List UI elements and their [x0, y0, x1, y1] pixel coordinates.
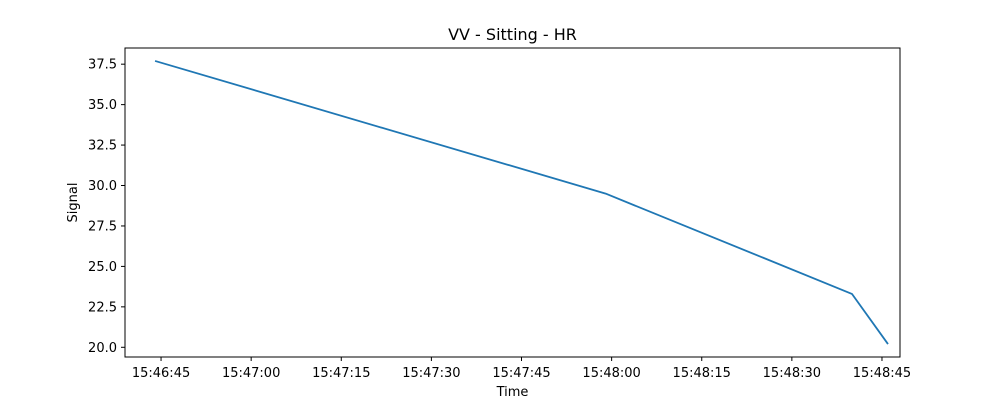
y-tick-label: 37.5	[88, 58, 117, 73]
plot-area	[154, 60, 889, 345]
x-tick-label: 15:47:45	[492, 366, 550, 381]
x-tick-label: 15:47:30	[402, 366, 460, 381]
x-axis: 15:46:45 15:47:00 15:47:15 15:47:30 15:47:45…	[132, 357, 911, 381]
y-tick-label: 22.5	[88, 300, 117, 315]
y-tick-label: 20.0	[88, 341, 117, 356]
x-tick-label: 15:47:00	[222, 366, 280, 381]
x-tick-label: 15:48:30	[763, 366, 821, 381]
y-tick-label: 32.5	[88, 139, 117, 154]
x-axis-title: Time	[496, 385, 529, 400]
x-tick-label: 15:48:15	[673, 366, 731, 381]
x-tick-label: 15:48:45	[853, 366, 911, 381]
x-tick-label: 15:46:45	[132, 366, 190, 381]
y-tick-label: 30.0	[88, 179, 117, 194]
y-tick-label: 27.5	[88, 219, 117, 234]
y-tick-label: 35.0	[88, 98, 117, 113]
series-line	[154, 60, 889, 345]
plot-frame	[124, 47, 901, 358]
y-tick-label: 25.0	[88, 260, 117, 275]
x-tick-label: 15:48:00	[582, 366, 640, 381]
chart-title: VV - Sitting - HR	[448, 25, 577, 44]
y-axis-title: Signal	[66, 183, 81, 223]
y-axis: 20.0 22.5 25.0 27.5 30.0 32.5 35.0 37.5	[88, 58, 125, 356]
x-tick-label: 15:47:15	[312, 366, 370, 381]
